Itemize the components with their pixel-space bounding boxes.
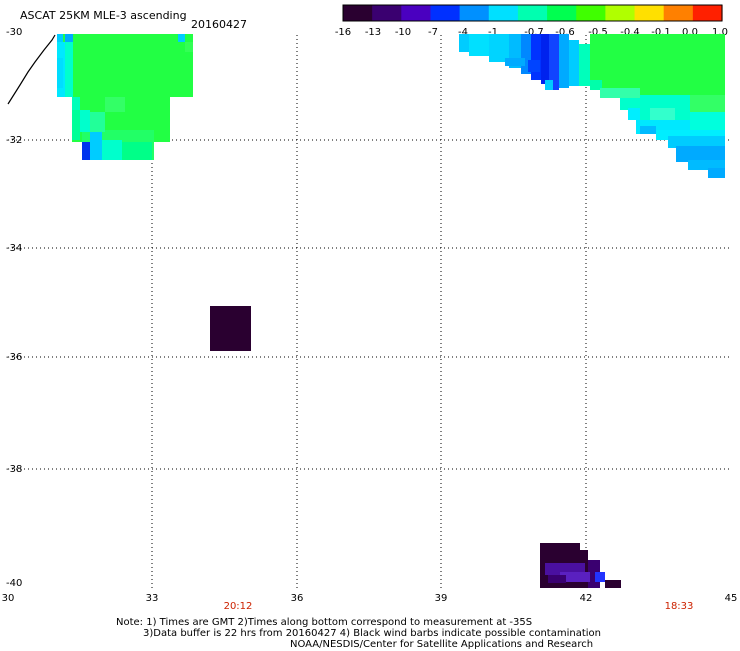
lat-label: -40 (6, 578, 23, 589)
colorbar-label: 0.0 (682, 27, 698, 38)
lat-label: -38 (6, 464, 23, 475)
lat-label: -34 (6, 243, 23, 254)
lon-label: 42 (579, 593, 593, 604)
swath-top-left (57, 34, 193, 160)
colorbar-label: 1.0 (712, 27, 728, 38)
colorbar-segment (459, 5, 490, 21)
lat-label: -30 (6, 27, 23, 38)
swath-top-right (459, 34, 725, 178)
colorbar-segment (634, 5, 665, 21)
colorbar (342, 4, 723, 22)
colorbar-label: -7 (428, 27, 438, 38)
colorbar-label: -16 (334, 27, 352, 38)
colorbar-label: -0.6 (555, 27, 575, 38)
lon-label: 36 (290, 593, 304, 604)
colorbar-segment (547, 5, 577, 21)
colorbar-segment (692, 5, 723, 21)
colorbar-label: -1 (488, 27, 498, 38)
colorbar-segment (576, 5, 606, 21)
colorbar-segment (430, 5, 461, 21)
lon-label: 39 (434, 593, 448, 604)
time-label: 18:33 (664, 601, 694, 612)
colorbar-label: -0.5 (588, 27, 608, 38)
colorbar-segment (605, 5, 636, 21)
lat-label: -32 (6, 135, 23, 146)
colorbar-segment (343, 5, 373, 21)
coastline (7, 34, 56, 105)
colorbar-label: -4 (458, 27, 468, 38)
note-line-3: NOAA/NESDIS/Center for Satellite Applica… (290, 639, 594, 650)
colorbar-segment (517, 5, 548, 21)
colorbar-label: -0.1 (651, 27, 671, 38)
colorbar-label: -0.7 (524, 27, 544, 38)
colorbar-segment (401, 5, 432, 21)
map-date: 20160427 (191, 18, 247, 31)
colorbar-label: -13 (364, 27, 382, 38)
lon-label: 33 (145, 593, 159, 604)
map-title: ASCAT 25KM MLE-3 ascending (20, 9, 187, 22)
time-label: 20:12 (223, 601, 253, 612)
lon-label: 30 (1, 593, 15, 604)
colorbar-segment (663, 5, 694, 21)
swath-bottom (540, 543, 621, 588)
note-line-2: 3)Data buffer is 22 hrs from 20160427 4)… (143, 628, 601, 639)
data-patch (210, 306, 251, 351)
colorbar-border (342, 4, 723, 22)
colorbar-segment (372, 5, 402, 21)
lon-label: 45 (724, 593, 738, 604)
note-line-1: Note: 1) Times are GMT 2)Times along bot… (116, 617, 533, 628)
colorbar-label: -10 (394, 27, 412, 38)
colorbar-label: -0.4 (620, 27, 640, 38)
lat-label: -36 (6, 352, 23, 363)
colorbar-segment (488, 5, 519, 21)
